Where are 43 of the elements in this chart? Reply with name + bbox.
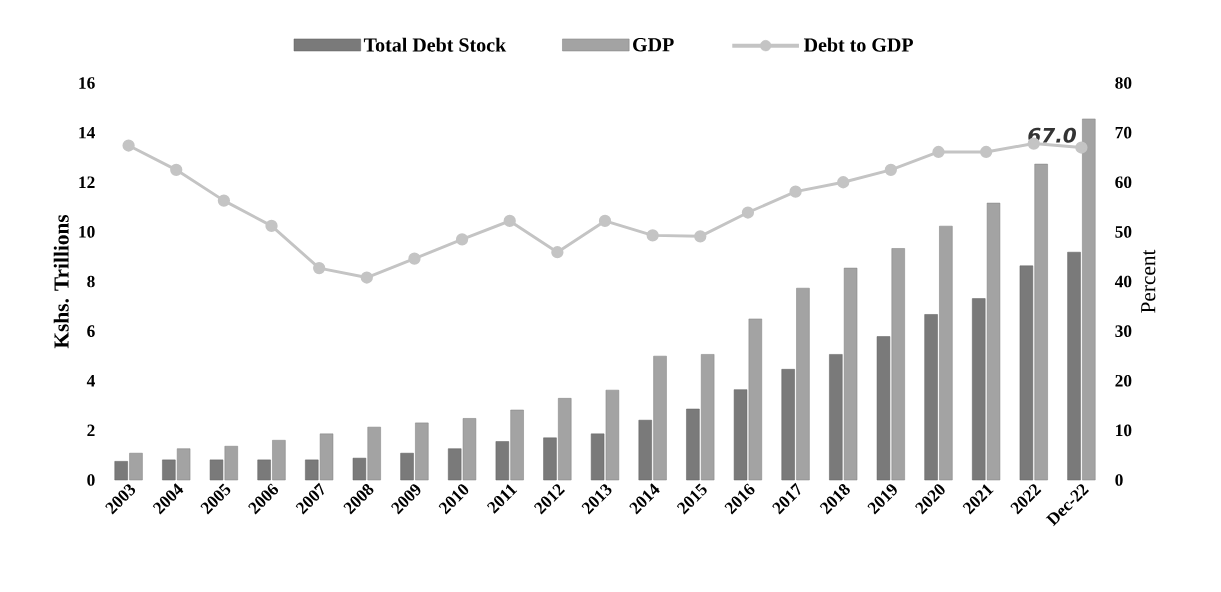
point — [884, 163, 897, 176]
y-tick-label: 0 — [87, 474, 95, 486]
point — [455, 233, 469, 246]
y-axis-title: Kshs. Trillions — [53, 214, 69, 349]
point — [789, 185, 802, 198]
legend-label: Total Debt Stock — [363, 37, 507, 52]
point — [503, 214, 516, 228]
point — [217, 194, 231, 207]
y-tick-label: 8 — [87, 275, 95, 288]
point — [646, 229, 659, 242]
y2-tick-label: 50 — [1115, 226, 1132, 238]
legend-label: Debt to GDP — [803, 37, 913, 52]
point — [1075, 141, 1088, 154]
y-tick-label: 16 — [79, 77, 95, 89]
point — [979, 145, 993, 159]
y-tick-label: 6 — [87, 325, 95, 337]
point — [694, 230, 707, 243]
y2-tick-label: 70 — [1115, 126, 1132, 139]
point — [551, 246, 564, 259]
point — [313, 261, 326, 275]
y2-tick-label: 30 — [1115, 325, 1132, 337]
point — [741, 206, 755, 219]
y2-tick-label: 40 — [1114, 275, 1132, 288]
y-tick-label: 12 — [79, 176, 95, 188]
point — [122, 139, 135, 152]
y2-tick-label: 0 — [1115, 474, 1123, 486]
y2-tick-label: 60 — [1115, 176, 1132, 189]
y2-axis-title: Percent — [1141, 249, 1156, 313]
point — [360, 271, 373, 284]
y-tick-label: 10 — [79, 226, 95, 238]
point — [170, 163, 183, 176]
y-tick-label: 14 — [79, 126, 95, 139]
y2-tick-label: 10 — [1116, 424, 1132, 437]
y-tick-label: 4 — [86, 375, 95, 387]
point — [837, 176, 850, 189]
point — [265, 219, 278, 233]
point — [408, 252, 421, 265]
y-tick-label: 2 — [87, 424, 95, 437]
legend-label: GDP — [633, 38, 674, 52]
y2-tick-label: 20 — [1115, 374, 1132, 387]
point — [598, 214, 612, 228]
point — [932, 145, 945, 159]
y2-tick-label: 80 — [1115, 77, 1132, 89]
